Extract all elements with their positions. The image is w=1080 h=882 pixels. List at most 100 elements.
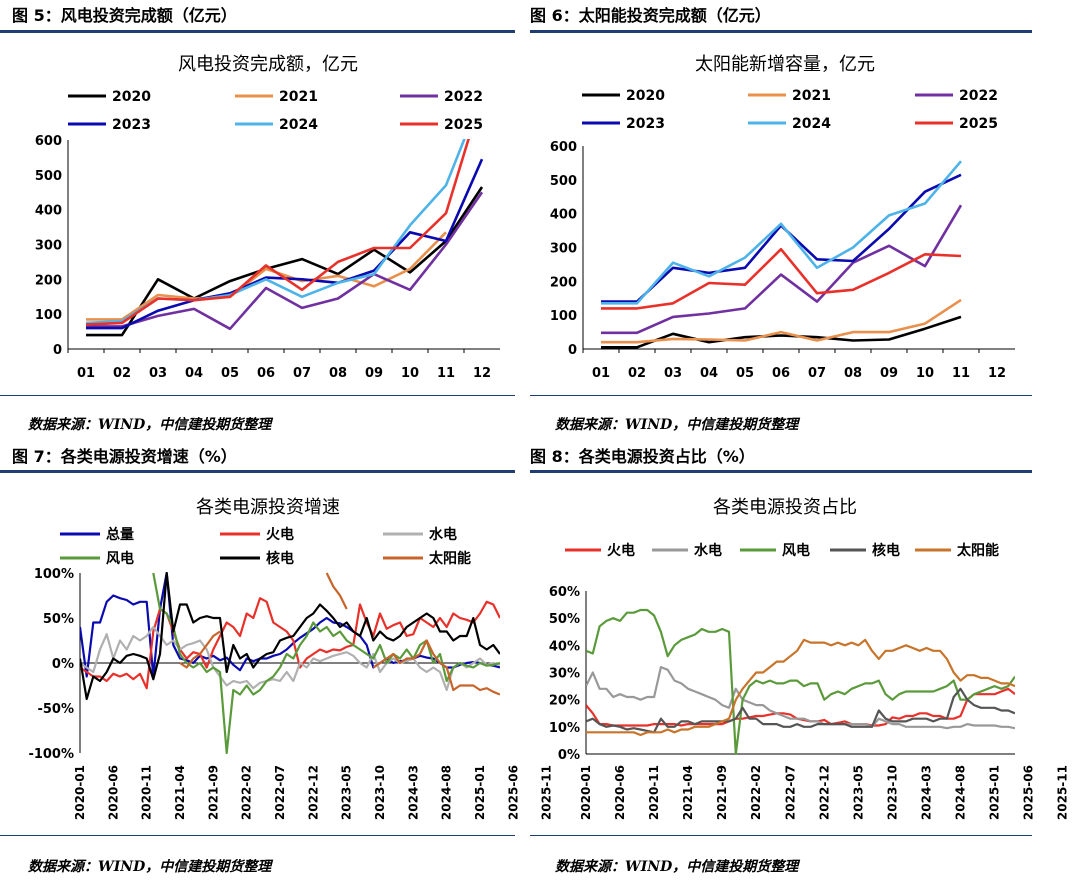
- legend-label-2025: 2025: [959, 116, 998, 132]
- divider-top-right: [530, 30, 1032, 33]
- divider-top-left: [0, 30, 515, 33]
- x-tick-label: 2020-01: [579, 765, 593, 820]
- series-line-2022: [601, 204, 963, 335]
- x-tick-label: 2023-10: [373, 765, 387, 820]
- x-tick-label: 2025-06: [506, 765, 520, 820]
- legend-label-风电: 风电: [106, 550, 134, 567]
- chart-title: 太阳能新增容量，亿元: [695, 54, 875, 75]
- y-tick-label: 600: [35, 134, 62, 149]
- x-tick-label: 12: [988, 366, 1006, 381]
- legend-label-2022: 2022: [444, 89, 483, 105]
- figure-5-source: 数据来源：WIND，中信建投期货整理: [28, 417, 272, 433]
- x-tick-label: 04: [185, 366, 203, 381]
- divider-bottom-left: [0, 835, 515, 836]
- legend-label-火电: 火电: [607, 542, 635, 559]
- x-tick-label: 02: [628, 366, 646, 381]
- x-tick-label: 2022-02: [240, 765, 254, 820]
- series-line-2024: [601, 160, 962, 305]
- legend-label-水电: 水电: [694, 542, 722, 559]
- x-tick-label: 08: [329, 366, 347, 381]
- x-tick-label: 2024-03: [919, 765, 933, 820]
- x-tick-label: 2022-07: [273, 765, 287, 820]
- x-tick-label: 2020-06: [613, 765, 627, 820]
- figure-6-caption: 图 6：太阳能投资完成额（亿元）: [530, 6, 771, 25]
- series-line-太阳能: [325, 572, 348, 610]
- x-tick-label: 2025-01: [988, 765, 1002, 820]
- x-tick-label: 06: [257, 366, 275, 381]
- divider-lower-right: [530, 470, 1032, 473]
- legend-label-火电: 火电: [266, 526, 294, 543]
- y-tick-label: 300: [550, 242, 577, 257]
- x-tick-label: 10: [401, 366, 419, 381]
- x-tick-label: 2025-11: [1056, 765, 1070, 820]
- x-tick-label: 07: [293, 366, 311, 381]
- x-tick-label: 06: [772, 366, 790, 381]
- x-tick-label: 2020-06: [106, 765, 120, 820]
- series-line-风电: [152, 572, 500, 754]
- series-line-水电: [80, 625, 500, 692]
- y-tick-label: 10%: [549, 721, 580, 736]
- legend-label-2023: 2023: [112, 117, 151, 133]
- series-line-水电: [586, 665, 1015, 730]
- figure-8-caption: 图 8：各类电源投资占比（%）: [530, 447, 755, 466]
- x-tick-label: 05: [736, 366, 754, 381]
- divider-mid-left: [0, 395, 515, 396]
- x-tick-label: 2020-11: [140, 765, 154, 820]
- legend-label-风电: 风电: [782, 542, 810, 559]
- x-tick-label: 2020-11: [647, 765, 661, 820]
- y-tick-label: 0%: [52, 657, 74, 672]
- y-tick-label: 600: [550, 140, 577, 155]
- x-tick-label: 08: [844, 366, 862, 381]
- y-tick-label: -100%: [28, 747, 74, 762]
- legend-label-2020: 2020: [112, 89, 151, 105]
- y-tick-label: -50%: [37, 702, 74, 717]
- legend-label-核电: 核电: [266, 550, 294, 567]
- y-tick-label: 100%: [34, 567, 74, 582]
- divider-mid-right: [530, 395, 1032, 396]
- legend-label-2024: 2024: [279, 117, 318, 133]
- series-line-核电: [586, 687, 1015, 734]
- x-tick-label: 03: [149, 366, 167, 381]
- x-tick-label: 2023-05: [340, 765, 354, 820]
- series-line-风电: [586, 608, 1015, 755]
- chart-title: 风电投资完成额，亿元: [178, 54, 358, 75]
- series-line-2021: [601, 298, 962, 344]
- x-tick-label: 12: [473, 366, 491, 381]
- figure-7-source: 数据来源：WIND，中信建投期货整理: [28, 859, 272, 875]
- series-line-太阳能: [586, 638, 1015, 737]
- legend-label-2021: 2021: [279, 89, 318, 105]
- legend-label-2021: 2021: [792, 88, 831, 104]
- x-tick-label: 2025-01: [473, 765, 487, 820]
- y-tick-label: 50%: [549, 612, 580, 627]
- x-tick-label: 2021-04: [173, 765, 187, 820]
- divider-lower-left: [0, 470, 515, 473]
- legend-label-2024: 2024: [792, 116, 831, 132]
- y-tick-label: 0%: [558, 748, 580, 763]
- y-tick-label: 50%: [43, 612, 74, 627]
- series-line-总量: [80, 572, 500, 678]
- series-line-2025: [85, 139, 470, 326]
- figure-7-caption: 图 7：各类电源投资增速（%）: [12, 447, 237, 466]
- series-line-太阳能: [372, 639, 500, 696]
- x-tick-label: 11: [952, 366, 970, 381]
- series-line-2025: [601, 247, 962, 310]
- x-tick-label: 01: [77, 366, 95, 381]
- y-tick-label: 400: [35, 204, 62, 219]
- chart-title: 各类电源投资增速: [196, 497, 340, 518]
- x-tick-label: 2025-06: [1022, 765, 1036, 820]
- y-tick-label: 40%: [549, 639, 580, 654]
- x-tick-label: 09: [365, 366, 383, 381]
- y-tick-label: 0: [568, 343, 577, 358]
- series-line-核电: [80, 572, 500, 701]
- legend-label-2023: 2023: [626, 116, 665, 132]
- x-tick-label: 09: [880, 366, 898, 381]
- series-line-2020: [86, 186, 484, 337]
- x-tick-label: 2024-08: [440, 765, 454, 820]
- x-tick-label: 07: [808, 366, 826, 381]
- y-tick-label: 100: [550, 309, 577, 324]
- y-tick-label: 200: [550, 275, 577, 290]
- legend-label-2022: 2022: [959, 88, 998, 104]
- x-tick-label: 02: [113, 366, 131, 381]
